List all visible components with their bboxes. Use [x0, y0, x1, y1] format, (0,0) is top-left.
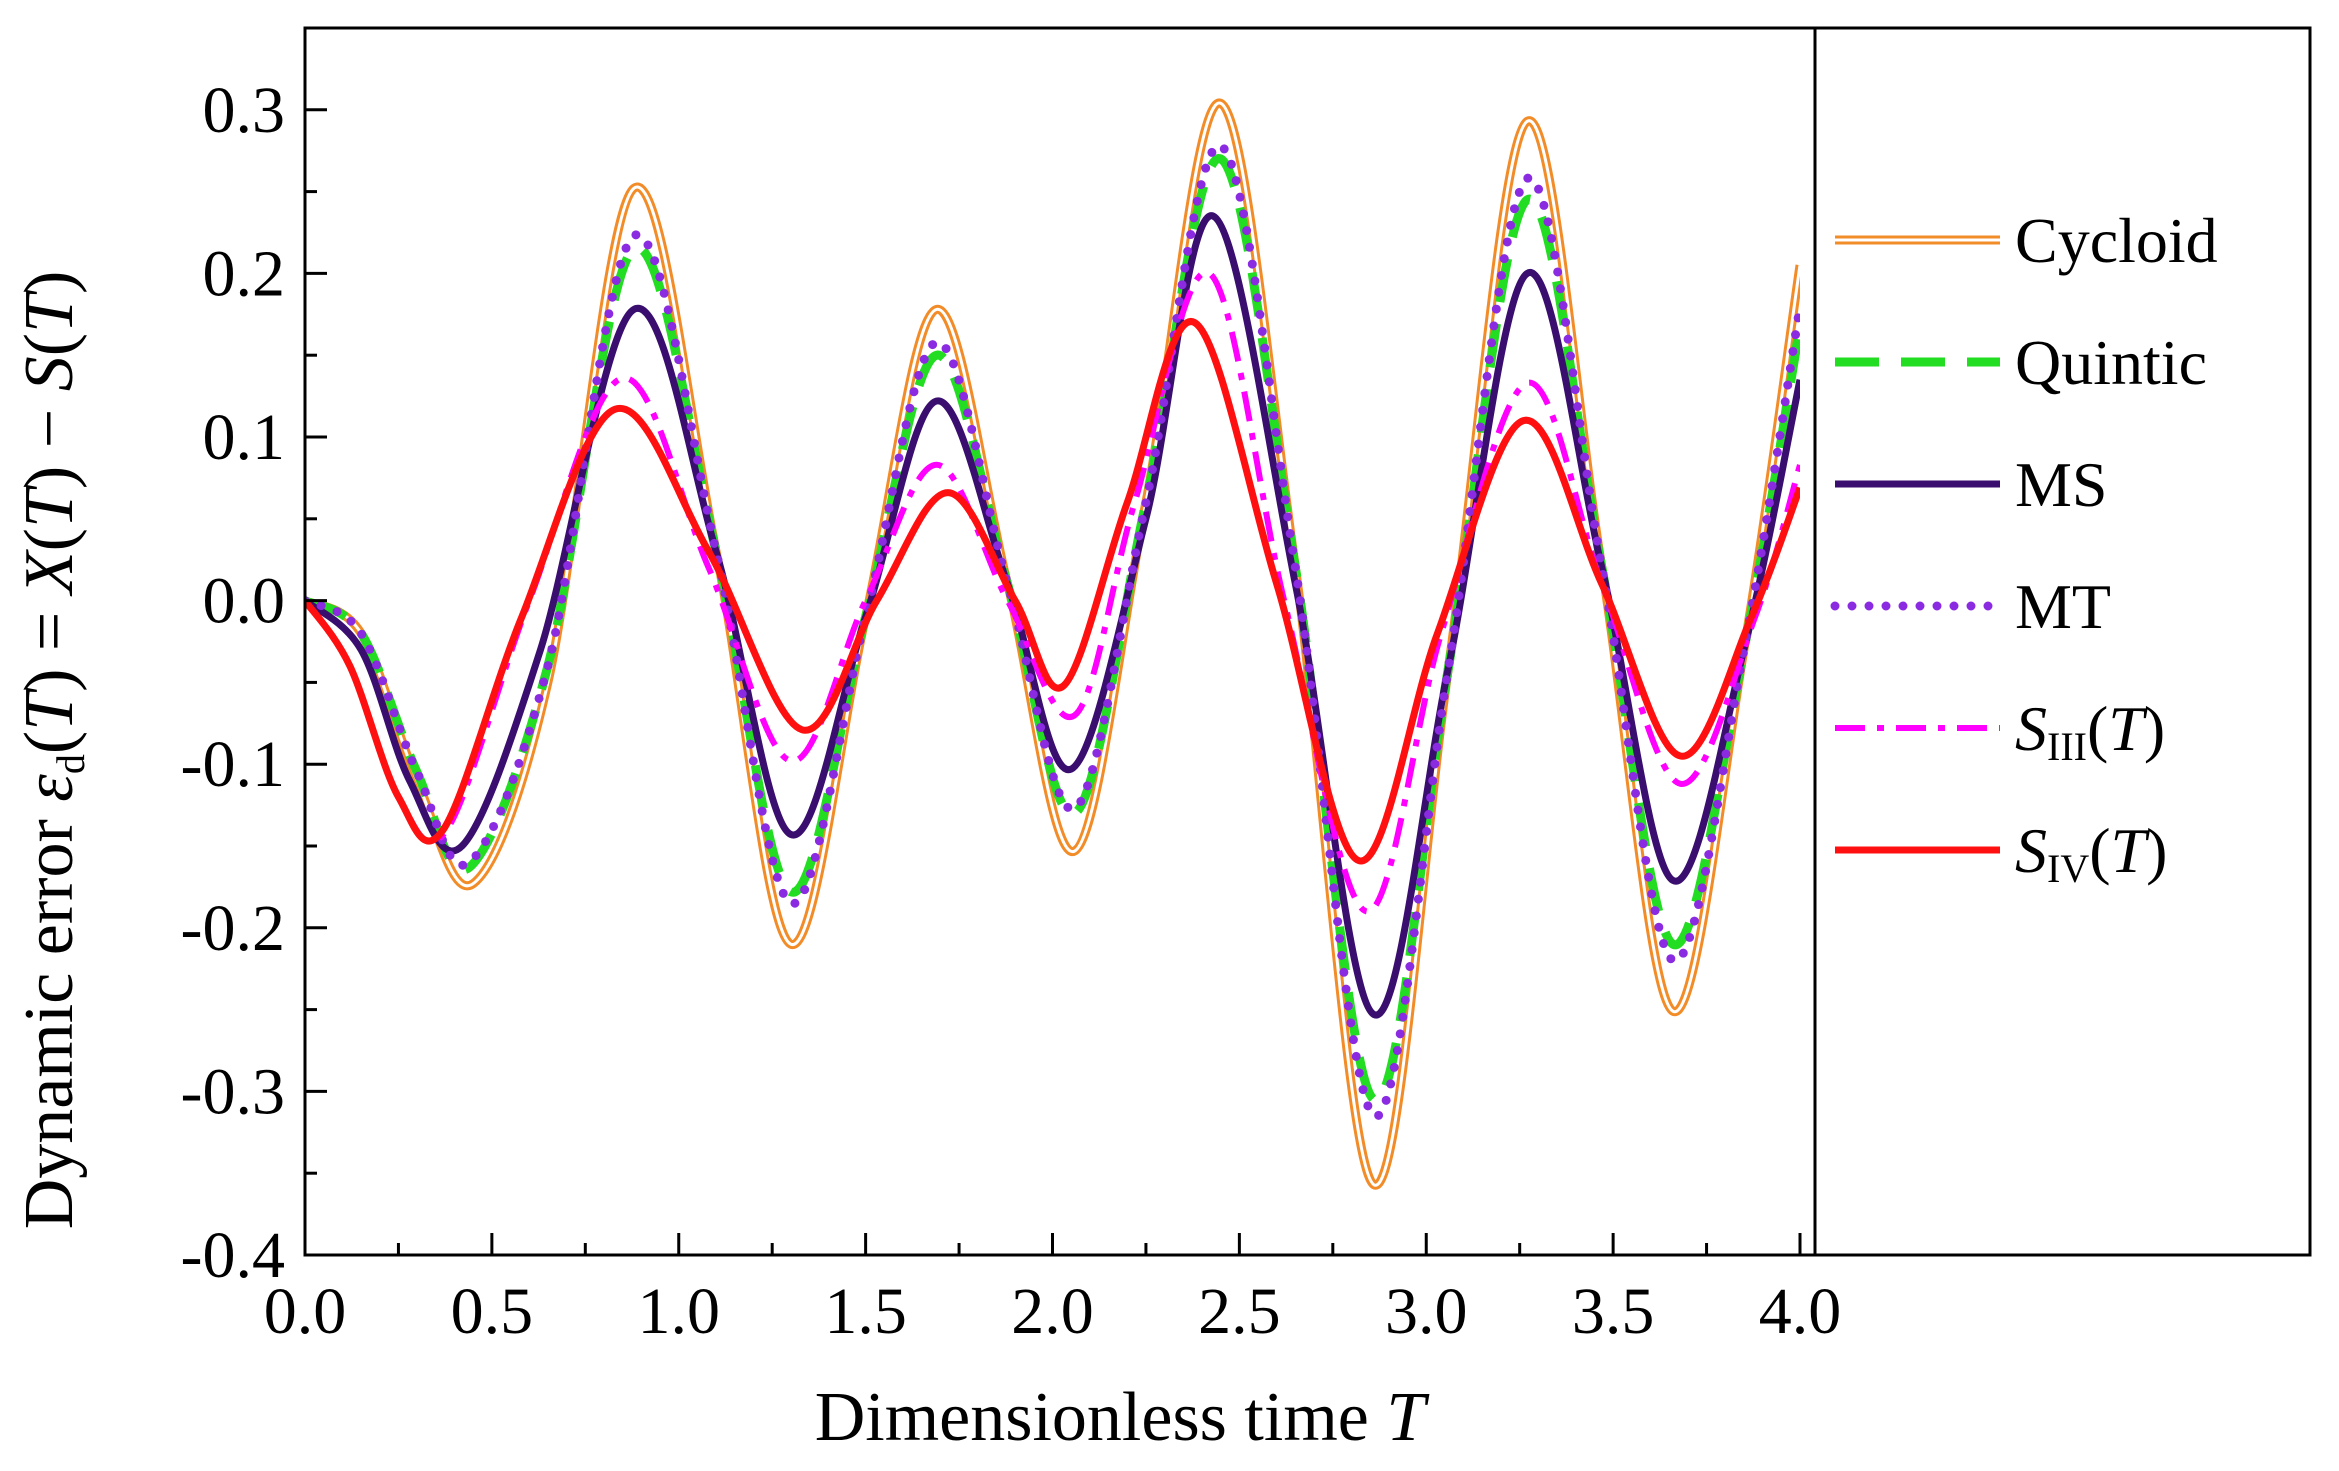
- plot-area: [305, 98, 1800, 1190]
- legend-label-paren-open: (: [2089, 815, 2110, 886]
- legend-item-siii-t: SIII(T): [1835, 693, 2165, 769]
- legend-label-main: MS: [2015, 449, 2108, 520]
- legend-item-quintic: Quintic: [1835, 327, 2207, 398]
- series-line-siv-t: [305, 318, 1800, 865]
- y-title-eps-sub: d: [48, 754, 93, 774]
- y-title-T-1: T: [11, 687, 88, 731]
- y-title-minus: ) −: [11, 391, 88, 489]
- series-curves: [305, 98, 1800, 1190]
- y-tick-label: 0.2: [203, 237, 286, 310]
- y-tick-label: 0.3: [203, 74, 286, 147]
- legend-label-main: S: [2015, 815, 2047, 886]
- legend-label-main: Quintic: [2015, 327, 2207, 398]
- x-tick-label: 3.5: [1572, 1275, 1655, 1348]
- legend-label-var: T: [2111, 815, 2151, 886]
- x-tick-label: 2.0: [1011, 1275, 1094, 1348]
- x-axis-title-text: Dimensionless time: [815, 1379, 1369, 1456]
- series-line-ms: [305, 212, 1800, 1019]
- legend-label: Quintic: [2015, 327, 2207, 398]
- legend-label: MT: [2015, 571, 2111, 642]
- outer-frame: [303, 26, 2312, 1257]
- legend-label-main: MT: [2015, 571, 2111, 642]
- y-tick-label: -0.4: [181, 1219, 285, 1292]
- y-tick-label: -0.1: [181, 728, 285, 801]
- x-tick-label: 0.0: [264, 1275, 347, 1348]
- series-line-mt: [305, 141, 1800, 1121]
- y-tick-label: 0.1: [203, 401, 286, 474]
- y-title-T-2: T: [11, 484, 88, 528]
- y-title-paren-2: (: [11, 528, 88, 551]
- series-line-quintic: [305, 154, 1800, 1105]
- y-title-paren-3: (: [11, 333, 88, 356]
- y-title-paren-close: ): [11, 271, 88, 294]
- x-tick-label: 3.0: [1385, 1275, 1468, 1348]
- series-line-cycloid-inner: [305, 101, 1800, 1187]
- series-line-siii-t: [305, 269, 1800, 915]
- legend-label-paren-close: ): [2144, 693, 2165, 764]
- x-axis-title: Dimensionless time T: [815, 1379, 1431, 1456]
- x-tick-label: 1.5: [824, 1275, 907, 1348]
- y-title-eq: ) =: [11, 594, 88, 692]
- legend-label: Cycloid: [2015, 205, 2218, 276]
- legend-label-sub: IV: [2047, 846, 2089, 891]
- x-tick-label: 2.5: [1198, 1275, 1281, 1348]
- y-tick-label: -0.2: [181, 892, 285, 965]
- y-title-X: X: [11, 548, 88, 597]
- legend-label: MS: [2015, 449, 2108, 520]
- y-title-prefix: Dynamic error: [11, 802, 88, 1230]
- legend-item-siv-t: SIV(T): [1835, 815, 2167, 891]
- legend-label-var: T: [2108, 693, 2148, 764]
- legend-item-ms: MS: [1835, 449, 2108, 520]
- legend-label-paren-close: ): [2146, 815, 2167, 886]
- y-title-eps: ε: [11, 774, 88, 802]
- y-title-paren-1: (: [11, 731, 88, 754]
- y-axis-title: Dynamic error εd(T) = X(T) − S(T): [11, 271, 93, 1230]
- series-line-cycloid-outer: [305, 98, 1800, 1190]
- legend-label-main: S: [2015, 693, 2047, 764]
- y-title-S: S: [11, 356, 88, 391]
- x-axis-title-var: T: [1386, 1379, 1430, 1456]
- legend-label: SIII(T): [2015, 693, 2165, 769]
- legend-label-sub: III: [2047, 724, 2087, 769]
- x-tick-label: 4.0: [1759, 1275, 1842, 1348]
- axes: 0.0 0.5 1.0 1.5 2.0 2.5 3.0 3.5 4.0 -0.4 -0.3 -0.2 -…: [181, 26, 2312, 1348]
- y-tick-label: 0.0: [203, 565, 286, 638]
- legend-label: SIV(T): [2015, 815, 2167, 891]
- legend-label-paren-open: (: [2087, 693, 2108, 764]
- x-tick-label: 0.5: [451, 1275, 534, 1348]
- legend-label-main: Cycloid: [2015, 205, 2218, 276]
- y-title-T-3: T: [11, 289, 88, 333]
- x-tick-label: 1.0: [638, 1275, 721, 1348]
- legend-item-cycloid: Cycloid: [1835, 205, 2218, 276]
- y-tick-label: -0.3: [181, 1055, 285, 1128]
- legend-item-mt: MT: [1830, 571, 2111, 642]
